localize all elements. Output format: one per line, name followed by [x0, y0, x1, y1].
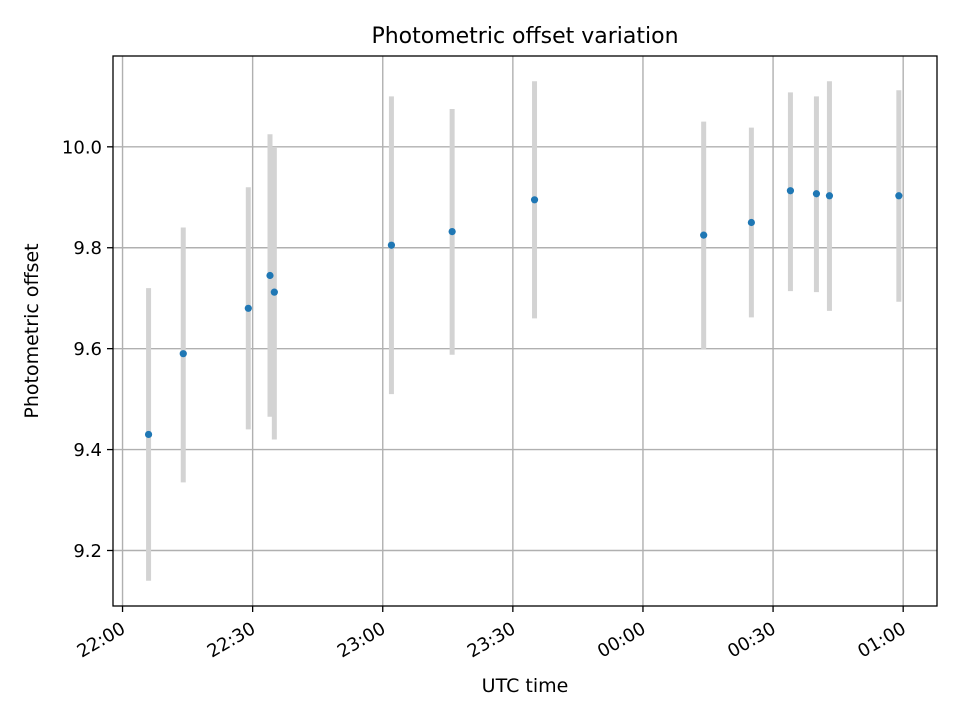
y-tick-label: 9.8	[73, 238, 102, 259]
data-point	[266, 271, 274, 280]
data-point	[825, 192, 834, 200]
data-point	[144, 430, 153, 439]
data-points	[144, 187, 903, 439]
y-tick-label: 10.0	[62, 137, 102, 158]
x-axis-label: UTC time	[482, 675, 569, 697]
data-point	[786, 187, 795, 195]
data-point	[700, 231, 708, 239]
data-point	[244, 304, 252, 312]
chart-title: Photometric offset variation	[371, 24, 678, 49]
data-point	[179, 350, 187, 358]
data-point	[530, 196, 539, 204]
data-point	[895, 192, 903, 200]
data-point	[747, 218, 755, 227]
y-axis-ticks: 9.2 9.4 9.6 9.8 10.0	[62, 137, 113, 562]
y-tick-label: 9.6	[73, 339, 102, 360]
data-point	[270, 288, 278, 296]
y-tick-label: 9.2	[73, 541, 102, 562]
y-tick-label: 9.4	[73, 440, 102, 461]
data-point	[812, 190, 821, 198]
data-point	[448, 227, 456, 236]
y-axis-label: Photometric offset	[21, 243, 43, 418]
data-point	[387, 241, 396, 249]
plot-frame	[112, 55, 938, 607]
grid	[113, 56, 937, 606]
